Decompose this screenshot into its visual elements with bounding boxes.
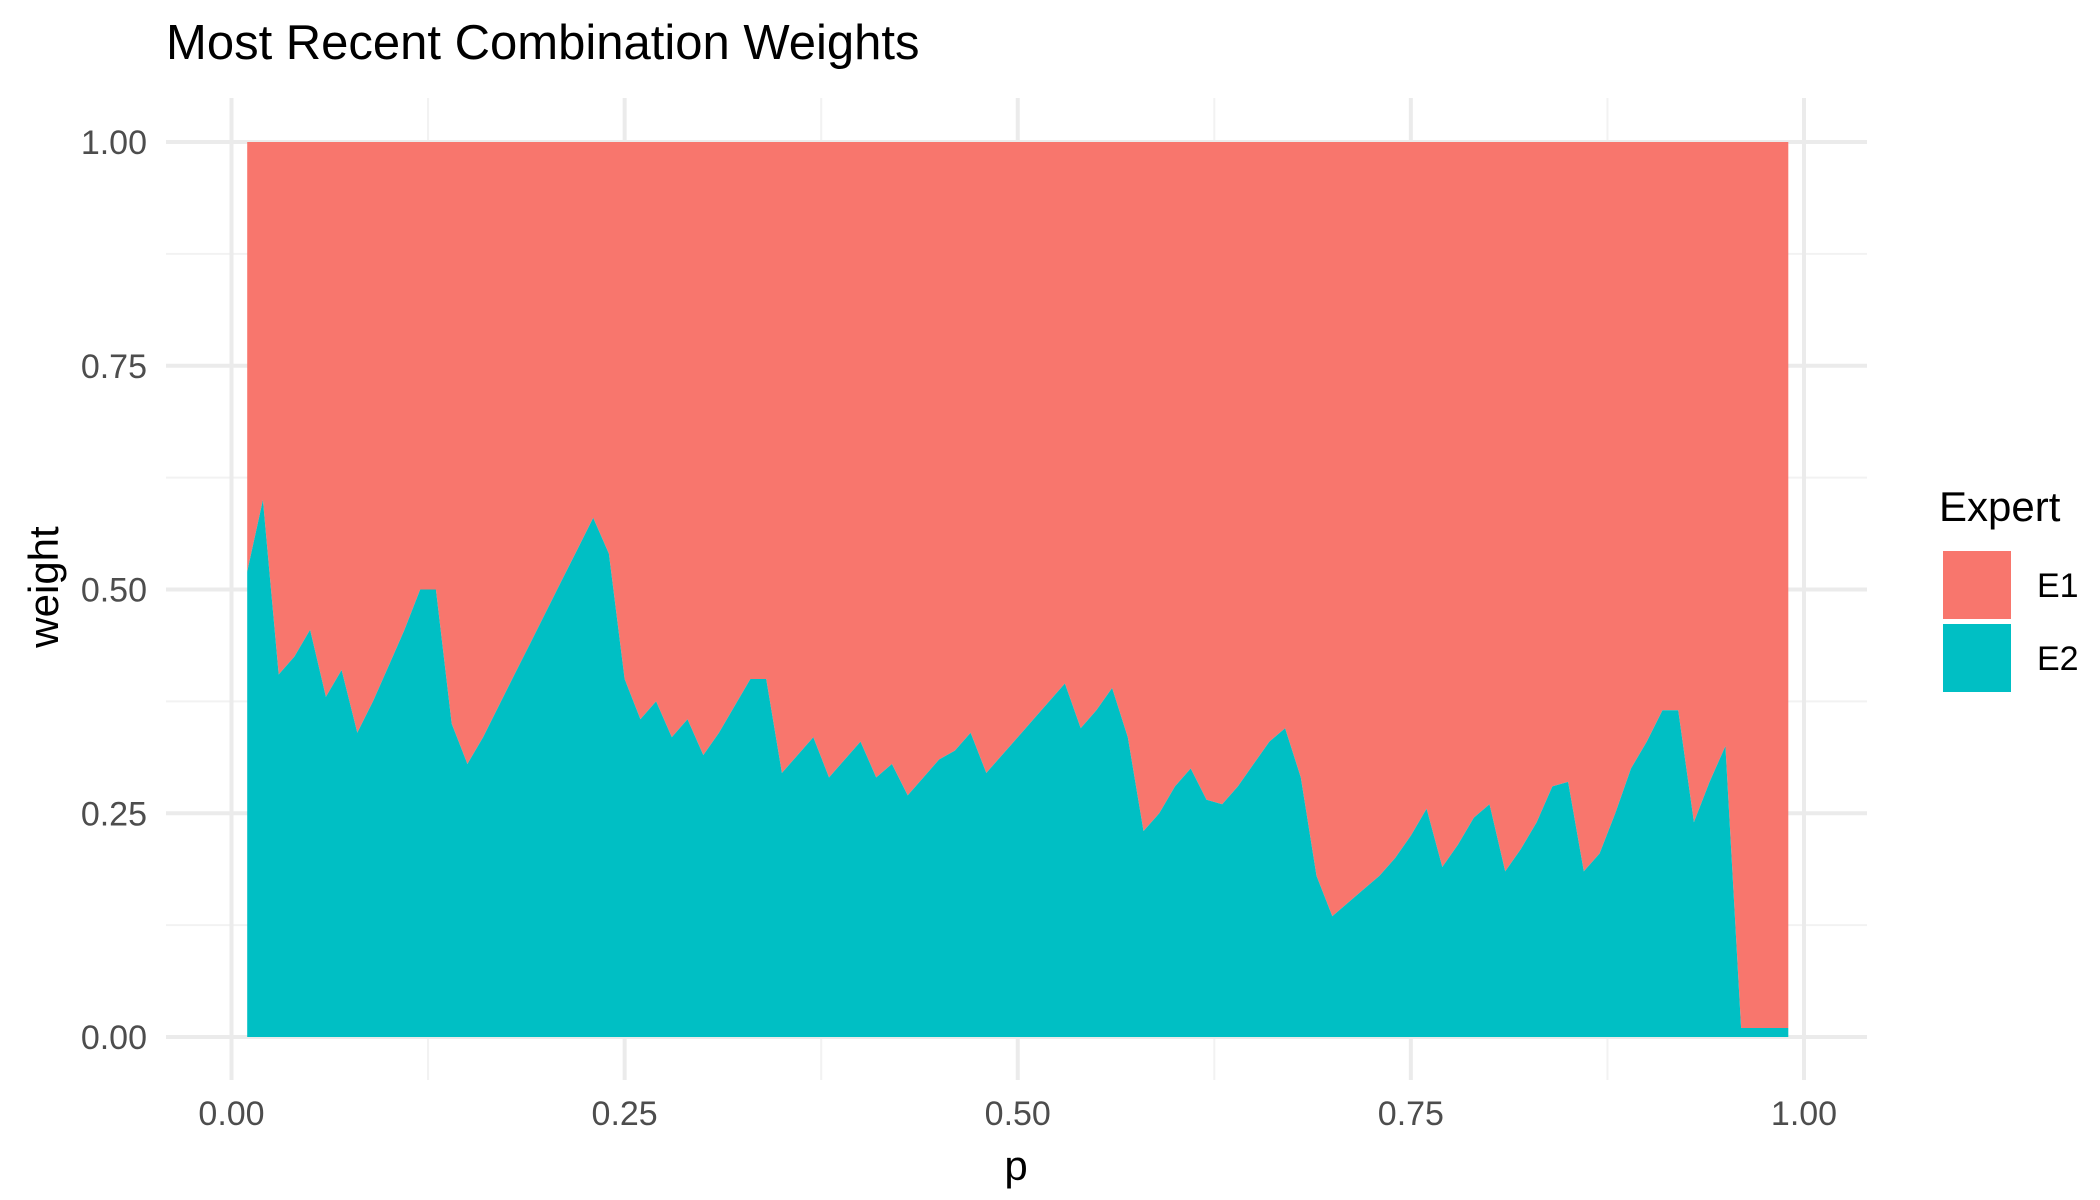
- chart-title: Most Recent Combination Weights: [166, 16, 920, 70]
- legend-label-e1: E1: [2037, 567, 2079, 605]
- y-tick-label: 1.00: [81, 124, 147, 162]
- x-tick-label: 0.00: [198, 1095, 264, 1133]
- legend: Expert E1 E2: [1939, 483, 2079, 692]
- y-tick-label: 0.75: [81, 348, 147, 386]
- area-layer: [247, 142, 1789, 1037]
- x-tick-label: 0.25: [592, 1095, 658, 1133]
- y-tick-label: 0.00: [81, 1019, 147, 1057]
- legend-label-e2: E2: [2037, 640, 2079, 678]
- x-tick-label: 0.75: [1378, 1095, 1444, 1133]
- series-e1-area: [247, 142, 1789, 1028]
- y-axis-title: weight: [20, 526, 67, 649]
- axis-layer: 0.00 0.25 0.50 0.75 1.00 0.00 0.25 0.50 0.75 1.00: [81, 124, 1837, 1133]
- legend-title: Expert: [1939, 483, 2061, 530]
- x-axis-title: p: [1004, 1142, 1027, 1189]
- y-tick-label: 0.50: [81, 572, 147, 610]
- y-tick-label: 0.25: [81, 795, 147, 833]
- x-tick-label: 1.00: [1771, 1095, 1837, 1133]
- x-tick-label: 0.50: [985, 1095, 1051, 1133]
- legend-swatch-e2: [1943, 624, 2011, 692]
- series-e2-area: [247, 500, 1789, 1037]
- legend-swatch-e1: [1943, 551, 2011, 619]
